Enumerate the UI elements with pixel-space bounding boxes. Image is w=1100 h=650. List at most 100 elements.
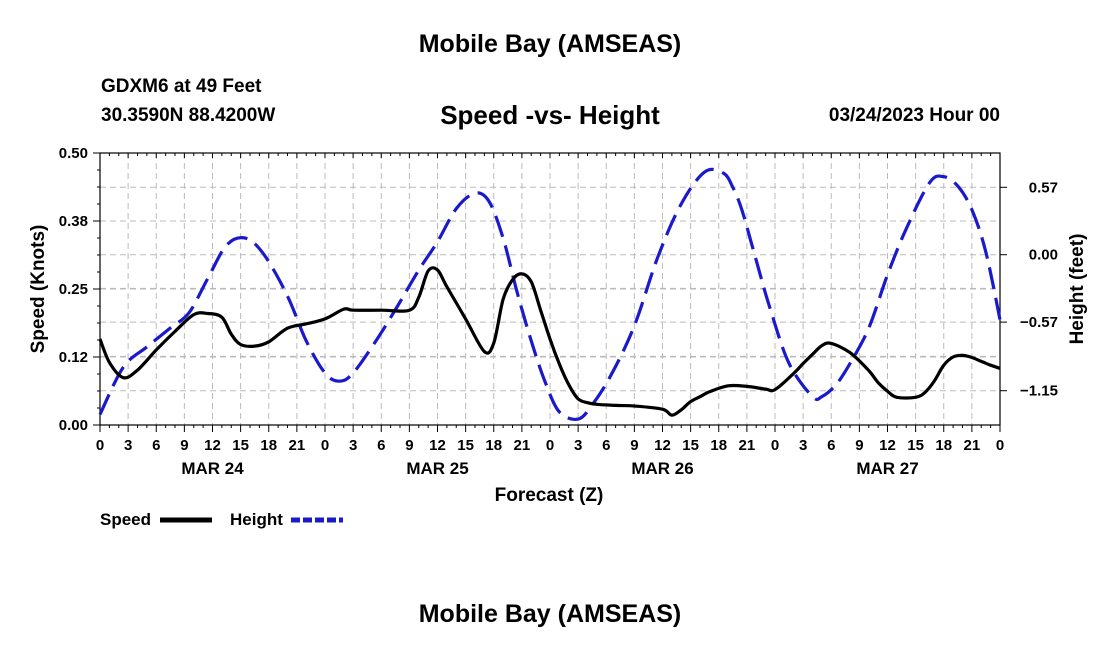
station-label: GDXM6 at 49 Feet <box>101 76 262 97</box>
height-data-point <box>516 292 518 294</box>
speed-data-point <box>427 270 429 272</box>
grid <box>100 152 1000 426</box>
height-data-point <box>502 237 504 239</box>
height-data-point <box>887 274 889 276</box>
x-tick-label: 0 <box>771 437 779 454</box>
height-data-point <box>226 244 228 246</box>
speed-data-point <box>305 323 307 325</box>
day-label: MAR 25 <box>406 459 468 478</box>
axis-labels: 0 3 6 9 12 15 18 21 0 3 6 9 12 15 18 21 0 3 6 9 12 15 18 21 0 3 6 9… <box>59 145 1058 478</box>
footer-title: Mobile Bay (AMSEAS) <box>418 600 682 628</box>
speed-data-point <box>699 396 701 398</box>
height-data-point <box>324 372 326 374</box>
height-data-point <box>338 380 340 382</box>
forecast-datetime: 03/24/2023 Hour 00 <box>828 105 1000 126</box>
height-data-point <box>488 201 490 203</box>
height-data-point <box>657 256 659 258</box>
height-data-point <box>558 411 560 413</box>
x-tick-label: 6 <box>152 437 160 454</box>
x-tick-label: 12 <box>654 437 671 454</box>
y-tick-label: 0.38 <box>59 213 88 230</box>
height-data-point <box>821 396 823 398</box>
speed-data-point <box>812 353 814 355</box>
speed-data-point <box>662 408 664 410</box>
speed-data-point <box>633 405 635 407</box>
y-tick-label: 0.50 <box>59 145 88 162</box>
speed-data-point <box>483 351 485 353</box>
station-coordinates: 30.3590N 88.4200W <box>101 105 276 126</box>
height-data-point <box>769 308 771 310</box>
speed-data-point <box>877 382 879 384</box>
speed-data-point <box>924 391 926 393</box>
speed-data-point <box>512 279 514 281</box>
speed-data-point <box>540 309 542 311</box>
speed-data-point <box>596 403 598 405</box>
axis-ticks <box>93 152 1007 432</box>
y2-tick-label: −1.15 <box>1020 383 1058 400</box>
speed-data-point <box>343 308 345 310</box>
day-label: MAR 27 <box>856 459 918 478</box>
height-data-point <box>732 186 734 188</box>
speed-data-point <box>446 286 448 288</box>
speed-data-point <box>240 344 242 346</box>
height-data-point <box>985 251 987 253</box>
speed-data-point <box>802 363 804 365</box>
series-lines <box>98 167 1002 421</box>
x-tick-label: 6 <box>602 437 610 454</box>
height-data-point <box>169 327 171 329</box>
chart-subtitle: Speed -vs- Height <box>440 100 660 130</box>
day-label: MAR 24 <box>181 459 244 478</box>
speed-data-point <box>558 363 560 365</box>
height-data-point <box>418 269 420 271</box>
x-tick-label: 21 <box>964 437 981 454</box>
speed-data-point <box>933 380 935 382</box>
legend-height-label: Height <box>230 510 283 529</box>
height-data-point <box>122 366 124 368</box>
y-tick-label: 0.12 <box>59 349 88 366</box>
speed-data-point <box>680 409 682 411</box>
x-tick-label: 3 <box>574 437 582 454</box>
height-data-point <box>633 325 635 327</box>
height-data-point <box>704 171 706 173</box>
speed-series-line <box>98 266 1001 417</box>
speed-data-point <box>746 385 748 387</box>
height-data-point <box>905 228 907 230</box>
x-tick-label: 12 <box>204 437 221 454</box>
x-tick-label: 0 <box>321 437 329 454</box>
speed-data-point <box>155 349 157 351</box>
speed-data-point <box>174 330 176 332</box>
legend-speed-label: Speed <box>100 510 151 529</box>
height-data-point <box>722 172 724 174</box>
x-tick-label: 6 <box>827 437 835 454</box>
height-series-line <box>98 167 1002 421</box>
height-data-point <box>474 192 476 194</box>
speed-data-point <box>896 396 898 398</box>
height-data-point <box>207 277 209 279</box>
height-data-point <box>544 381 546 383</box>
height-data-point <box>263 254 265 256</box>
height-data-point <box>999 319 1001 321</box>
speed-data-point <box>207 313 209 315</box>
x-tick-label: 12 <box>429 437 446 454</box>
speed-data-point <box>793 372 795 374</box>
speed-data-point <box>221 316 223 318</box>
speed-data-point <box>962 354 964 356</box>
speed-data-point <box>352 309 354 311</box>
height-data-point <box>376 339 378 341</box>
height-data-point <box>188 312 190 314</box>
y-tick-label: 0.00 <box>59 417 88 434</box>
height-data-point <box>305 340 307 342</box>
speed-data-point <box>493 342 495 344</box>
x-tick-label: 15 <box>907 437 924 454</box>
speed-data-point <box>971 357 973 359</box>
speed-data-point <box>549 338 551 340</box>
height-data-point <box>530 340 532 342</box>
x-tick-label: 15 <box>232 437 249 454</box>
speed-data-point <box>830 342 832 344</box>
x-tick-label: 12 <box>879 437 896 454</box>
height-data-point <box>610 374 612 376</box>
speed-data-point <box>708 391 710 393</box>
y-axis-title: Speed (Knots) <box>28 225 49 354</box>
speed-data-point <box>418 296 420 298</box>
